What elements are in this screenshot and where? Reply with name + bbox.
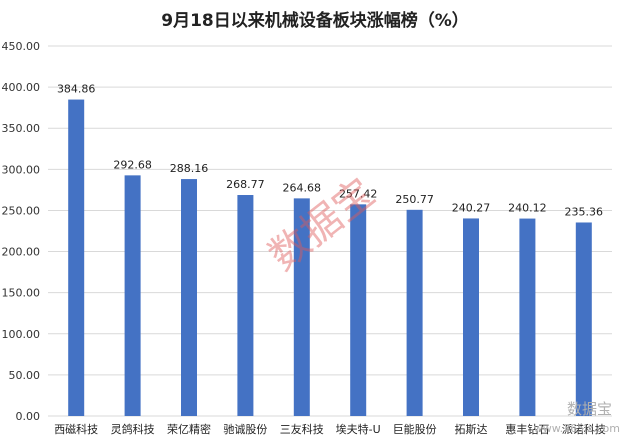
category-label: 拓斯达 <box>455 422 488 436</box>
y-tick-label: 200.00 <box>2 246 41 259</box>
category-label: 驰诚股份 <box>223 422 267 436</box>
corner-watermark: 数据宝 <box>567 400 612 418</box>
category-label: 埃夫特-U <box>336 422 381 436</box>
bar-value-label: 257.42 <box>339 187 378 200</box>
category-label: 荣亿精密 <box>167 422 211 436</box>
x-axis-categories: 西磁科技 灵鸽科技 荣亿精密 驰诚股份 三友科技 埃夫特-U 巨能股份 拓斯达 惠丰钻石 派诺科技 <box>54 422 606 436</box>
bar <box>463 218 479 416</box>
bar <box>237 195 254 416</box>
bar <box>181 179 197 416</box>
category-label: 西磁科技 <box>54 422 98 436</box>
data-labels: 384.86 292.68 288.16 268.77 264.68 257.42 250.… <box>57 83 603 219</box>
bar <box>293 198 310 416</box>
bar-value-label: 292.68 <box>113 158 152 171</box>
category-label: 惠丰钻石 <box>505 422 549 436</box>
bar-value-label: 288.16 <box>170 162 209 175</box>
bar-value-label: 240.27 <box>452 201 491 214</box>
y-tick-label: 150.00 <box>2 287 41 300</box>
category-label: 巨能股份 <box>393 422 437 436</box>
y-tick-label: 250.00 <box>2 204 41 217</box>
bar <box>406 209 423 416</box>
grid-lines <box>48 45 612 417</box>
category-label: 灵鸽科技 <box>111 422 155 436</box>
category-label: 派诺科技 <box>562 422 606 436</box>
bar <box>350 204 367 416</box>
category-label: 三友科技 <box>280 422 324 436</box>
bar-value-label: 250.77 <box>395 193 434 206</box>
bar-value-label: 268.77 <box>226 178 265 191</box>
bar-value-label: 240.12 <box>508 202 547 215</box>
y-tick-label: 300.00 <box>2 163 41 176</box>
y-tick-label: 50.00 <box>9 369 41 382</box>
bar <box>124 175 141 416</box>
y-tick-label: 100.00 <box>2 328 41 341</box>
bar <box>575 222 592 416</box>
bar-value-label: 264.68 <box>283 181 322 194</box>
y-tick-label: 450.00 <box>2 40 41 53</box>
bar-value-label: 235.36 <box>565 205 604 218</box>
corner-url: www.365jz.com <box>534 422 620 435</box>
bar <box>68 99 85 416</box>
chart-title: 9月18日以来机械设备板块涨幅榜（%） <box>161 10 469 31</box>
y-tick-label: 350.00 <box>2 122 41 135</box>
y-tick-label: 400.00 <box>2 81 41 94</box>
bar <box>519 218 536 416</box>
bars <box>68 99 592 416</box>
bar-value-label: 384.86 <box>57 83 96 96</box>
y-tick-label: 0.00 <box>16 410 41 423</box>
y-axis-ticks: 0.00 50.00 100.00 150.00 200.00 250.00 300.00 3… <box>2 40 41 423</box>
